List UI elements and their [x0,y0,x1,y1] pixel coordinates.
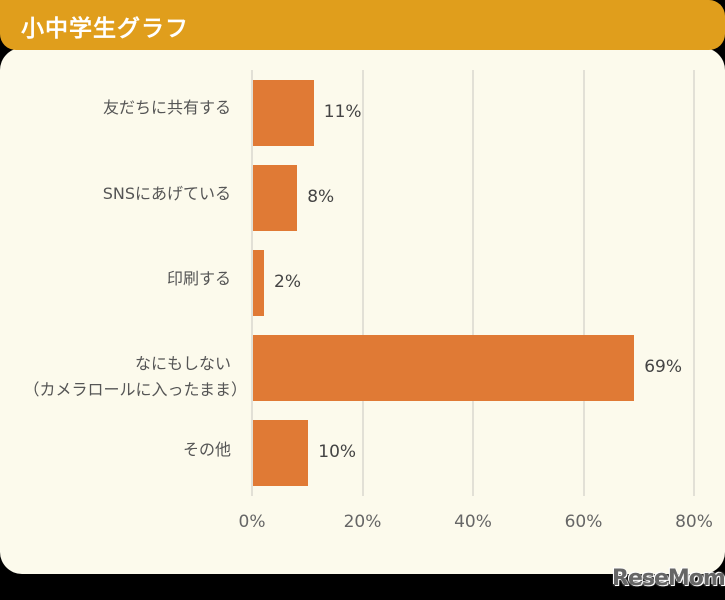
page-title: 小中学生グラフ [21,16,189,42]
resemom-logo: ReseMom. [612,566,725,591]
x-tick-label: 20% [343,512,382,532]
category-label: その他 [182,440,231,459]
bar [253,250,264,316]
x-tick-label: 40% [454,512,492,532]
gridline [582,70,585,496]
value-label: 2% [274,272,302,292]
category-label: （カメラロールに入ったまま） [23,380,247,399]
gridline [472,70,474,496]
header-bar: 小中学生グラフ [0,0,725,50]
gridline [361,70,364,496]
category-label: SNSにあげている [102,184,231,203]
value-label: 11% [323,102,362,122]
value-label: 10% [318,442,357,462]
value-label: 8% [307,187,335,207]
gridline [251,70,253,496]
bar [253,335,634,401]
bar [253,165,297,231]
bar [253,420,308,486]
bar [253,80,314,146]
gridline [693,70,695,496]
value-label: 69% [644,357,683,377]
x-tick-label: 60% [564,512,603,532]
x-tick-label: 80% [675,512,713,532]
x-tick-label: 0% [238,512,266,532]
category-label: 友だちに共有する [102,98,231,117]
category-label: なにもしない [134,354,231,373]
category-label: 印刷する [166,269,231,288]
